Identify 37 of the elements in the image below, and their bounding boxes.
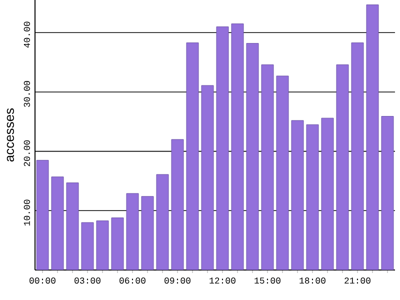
bar <box>111 218 124 270</box>
x-tick-label: 15:00 <box>254 278 280 284</box>
x-tick-label: 09:00 <box>164 278 190 284</box>
bar <box>246 43 259 270</box>
bar <box>366 4 379 270</box>
bar <box>156 174 169 270</box>
bar <box>66 182 79 270</box>
bar <box>171 139 184 270</box>
bar <box>126 193 139 270</box>
bar <box>291 120 304 270</box>
x-tick-label: 03:00 <box>74 278 100 284</box>
bar <box>51 176 64 270</box>
bar <box>186 42 199 270</box>
bar <box>336 64 349 270</box>
x-tick-label: 00:00 <box>30 278 56 284</box>
bar <box>141 196 154 270</box>
bar <box>96 220 109 270</box>
bar <box>276 76 289 270</box>
y-tick-label: 40.00 <box>24 22 30 48</box>
x-tick-label: 18:00 <box>300 278 326 284</box>
x-tick-label: 12:00 <box>210 278 236 284</box>
y-tick-label: 10.00 <box>24 200 30 226</box>
bar <box>351 42 364 270</box>
y-tick-label: 30.00 <box>24 81 30 107</box>
y-axis-title: accesses <box>6 108 14 162</box>
bar <box>216 26 229 270</box>
bar <box>261 64 274 270</box>
bar <box>231 23 244 270</box>
x-tick-label: 06:00 <box>120 278 146 284</box>
bar <box>306 124 319 270</box>
y-tick-label: 20.00 <box>24 140 30 166</box>
x-tick-label: 21:00 <box>344 278 370 284</box>
bar <box>36 160 49 270</box>
bar <box>81 222 94 270</box>
bar <box>321 118 334 270</box>
bar <box>381 116 394 270</box>
bar <box>201 85 214 270</box>
